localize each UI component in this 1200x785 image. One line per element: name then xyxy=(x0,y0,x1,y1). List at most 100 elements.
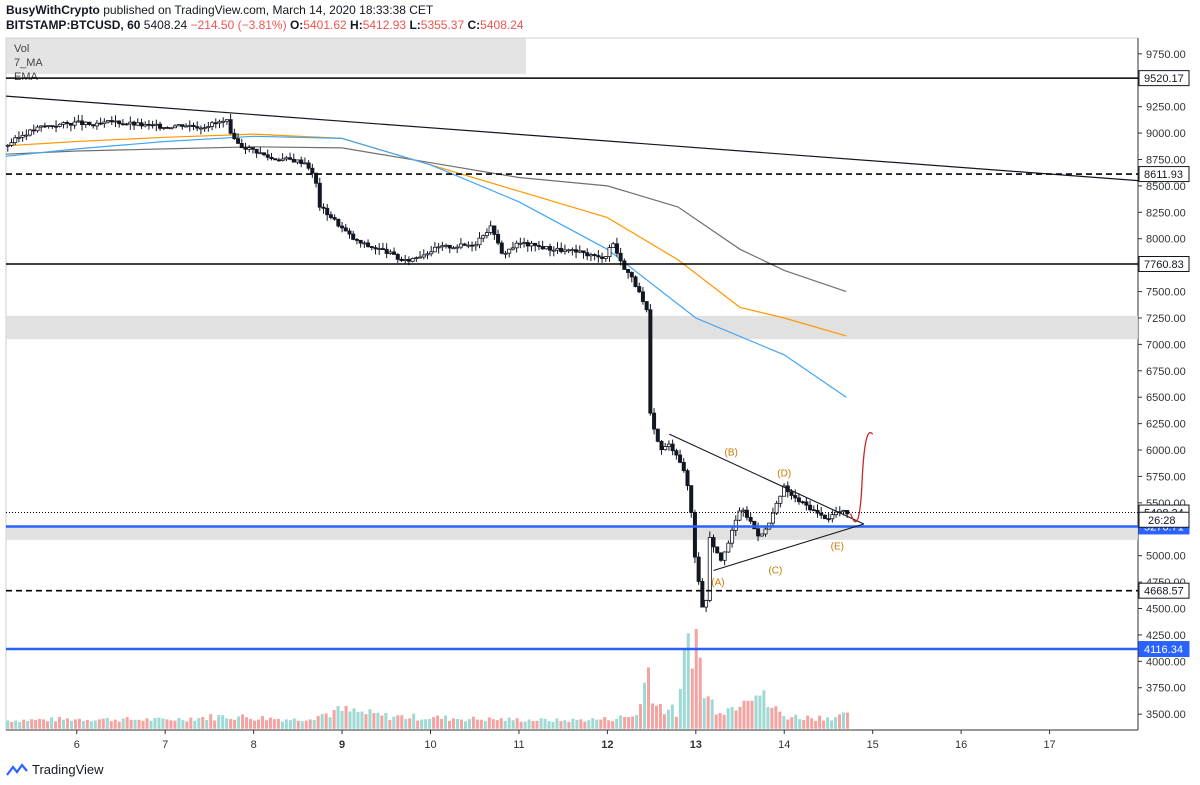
volume-bar xyxy=(225,718,229,729)
volume-bar xyxy=(674,716,678,729)
volume-bar xyxy=(348,711,352,729)
candle-body xyxy=(288,157,293,160)
volume-bar xyxy=(428,718,432,729)
y-tick-label: 9000.00 xyxy=(1146,128,1186,140)
candle-body xyxy=(68,122,73,126)
volume-bar xyxy=(754,695,758,729)
candle-body xyxy=(466,244,471,247)
candle-body xyxy=(518,242,523,245)
candle-body xyxy=(117,120,122,125)
candle-body xyxy=(507,248,512,254)
candle-body xyxy=(399,258,404,261)
volume-bar xyxy=(197,718,201,729)
candle-body xyxy=(499,242,504,254)
legend-ema[interactable]: EMA xyxy=(14,71,38,83)
candle-body xyxy=(752,520,757,530)
price-chart[interactable]: (B) (D) (A) (C) (E) 3500.00 3750.00 4000.00 4250… xyxy=(0,0,1200,760)
candle-body xyxy=(158,123,163,129)
candle-body xyxy=(555,247,560,251)
volume-bar xyxy=(380,715,384,729)
volume-bar xyxy=(54,721,58,729)
volume-bar xyxy=(272,719,276,729)
volume-bar xyxy=(189,717,193,729)
candle-body xyxy=(380,248,385,250)
price-axis-label-box xyxy=(1138,641,1190,658)
volume-bar xyxy=(324,713,328,729)
candle-body xyxy=(481,235,486,239)
candle-body xyxy=(9,142,14,146)
legend-vol[interactable]: Vol xyxy=(14,43,30,55)
footer-brand[interactable]: TradingView xyxy=(32,762,104,777)
indicator-legend: Vol 7_MA EMA xyxy=(6,38,526,83)
candle-body xyxy=(514,242,519,249)
candle-body xyxy=(132,121,137,126)
candle-body xyxy=(429,251,434,255)
legend-ma[interactable]: 7_MA xyxy=(14,57,43,69)
candle-body xyxy=(559,247,564,253)
volume-bar xyxy=(682,649,686,729)
volume-bar xyxy=(26,720,30,729)
candle-body xyxy=(845,510,850,515)
volume-bar xyxy=(93,720,97,729)
volume-bar xyxy=(650,703,654,729)
candle-body xyxy=(522,242,527,244)
candle-body xyxy=(392,251,397,255)
header-line-2: BITSTAMP:BTCUSD, 60 5408.24 −214.50 (−3.… xyxy=(6,18,524,32)
candle-body xyxy=(629,272,634,278)
volume-bar xyxy=(499,718,503,729)
candle-body xyxy=(317,182,322,208)
volume-bar xyxy=(519,721,523,729)
x-tick-label: 6 xyxy=(74,739,80,751)
volume-bar xyxy=(65,718,69,729)
candle-body xyxy=(377,248,382,250)
volume-bar xyxy=(523,721,527,729)
wave-label: (C) xyxy=(768,566,782,577)
volume-bar xyxy=(201,716,205,729)
candle-body xyxy=(184,125,189,128)
candle-body xyxy=(291,158,296,163)
candle-body xyxy=(65,122,70,124)
volume-bar xyxy=(125,717,129,729)
volume-bar xyxy=(539,718,543,729)
candle-body xyxy=(106,120,111,123)
triangle-upper-line xyxy=(669,433,865,525)
volume-bar xyxy=(320,714,324,729)
ema-blue-line xyxy=(5,135,847,398)
candle-body xyxy=(730,529,735,544)
volume-bar xyxy=(360,711,364,729)
price-axis-label: 8611.93 xyxy=(1144,169,1183,181)
volume-bar xyxy=(678,688,682,729)
volume-bar xyxy=(284,719,288,729)
volume-bar xyxy=(762,690,766,729)
candle-body xyxy=(447,244,452,249)
volume-bar xyxy=(845,712,849,729)
candle-body xyxy=(295,159,300,163)
volume-bar xyxy=(643,682,647,729)
volume-bar xyxy=(826,717,830,729)
volume-bar xyxy=(209,714,213,729)
author-name[interactable]: BusyWithCrypto xyxy=(6,3,100,17)
candle-body xyxy=(455,246,460,249)
candle-body xyxy=(347,230,352,235)
ema-gray-line xyxy=(5,146,847,293)
y-tick-label: 8750.00 xyxy=(1146,154,1186,166)
volume-bar xyxy=(432,717,436,729)
volume-bar xyxy=(662,714,666,729)
y-tick-label: 6500.00 xyxy=(1146,392,1186,404)
volume-bar xyxy=(384,712,388,729)
volume-bar xyxy=(543,718,547,729)
volume-bar xyxy=(241,714,245,729)
candle-body xyxy=(247,147,252,150)
high-value: 5412.93 xyxy=(362,18,407,32)
candle-body xyxy=(418,256,423,259)
volume-bar xyxy=(551,721,555,729)
volume-bar xyxy=(177,717,181,729)
volume-bar xyxy=(794,714,798,729)
volume-bar xyxy=(10,721,14,729)
candle-body xyxy=(577,250,582,253)
volume-bar xyxy=(73,719,77,729)
volume-bar xyxy=(463,721,467,729)
candle-body xyxy=(42,125,47,128)
volume-bar xyxy=(515,718,519,729)
volume-bar xyxy=(694,628,698,729)
